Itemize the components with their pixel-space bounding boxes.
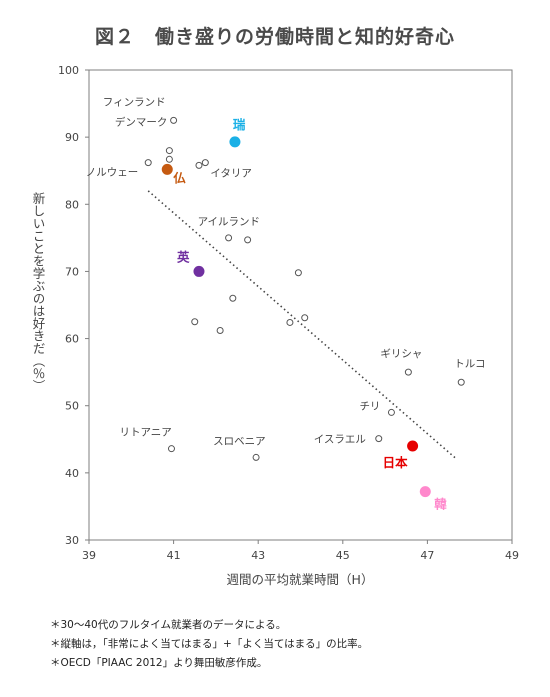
point-label: ノルウェー — [86, 167, 139, 179]
data-point — [244, 236, 252, 244]
y-tick-label: 90 — [65, 131, 79, 144]
x-tick-label: 39 — [82, 549, 96, 562]
data-point — [252, 453, 260, 461]
point-label: トルコ — [454, 358, 485, 370]
x-tick-label: 41 — [167, 549, 181, 562]
data-point — [457, 378, 465, 386]
data-point — [294, 269, 302, 277]
point-label: 日本 — [383, 455, 409, 470]
data-point — [387, 408, 395, 416]
data-point — [286, 318, 294, 326]
x-tick-label: 43 — [251, 549, 265, 562]
y-tick-label: 100 — [58, 64, 79, 77]
point-label: フィンランド — [103, 96, 166, 108]
data-point — [404, 368, 412, 376]
footnote: ＊30～40代のフルタイム就業者のデータによる。 — [50, 619, 287, 631]
point-label: 瑞 — [233, 117, 246, 132]
data-point — [191, 318, 199, 326]
data-point — [301, 314, 309, 322]
data-point — [201, 159, 209, 167]
point-label: イタリア — [210, 168, 252, 180]
point-label: 韓 — [434, 497, 447, 512]
y-tick-label: 50 — [65, 400, 79, 413]
plot-frame — [88, 69, 513, 541]
point-label: ギリシャ — [380, 348, 422, 360]
footnote: ＊OECD「PIAAC 2012」より舞田敏彦作成。 — [50, 657, 268, 669]
highlight-point — [229, 136, 241, 148]
point-label: スロベニア — [213, 435, 266, 447]
data-points — [144, 116, 465, 498]
data-point — [165, 155, 173, 163]
x-axis-label: 週間の平均就業時間（H） — [227, 572, 374, 587]
trendline-layer — [147, 190, 458, 461]
y-axis-label: 新しいことを学ぶのは好きだ（％） — [31, 191, 46, 392]
y-tick-label: 70 — [65, 265, 79, 278]
footnotes: ＊30～40代のフルタイム就業者のデータによる。 ＊縦軸は，「非常によく当てはま… — [50, 616, 368, 673]
chart-ticks: 39 41 43 45 47 49 30 40 50 60 70 80 90 100 — [58, 64, 519, 562]
highlight-point — [407, 440, 419, 452]
point-label: アイルランド — [198, 216, 260, 228]
highlight-point — [193, 265, 205, 277]
point-label: チリ — [359, 400, 380, 412]
y-tick-label: 60 — [65, 333, 79, 346]
highlight-point — [161, 163, 173, 175]
x-tick-label: 45 — [336, 549, 350, 562]
data-point — [144, 159, 152, 167]
data-point — [165, 147, 173, 155]
data-point — [195, 161, 203, 169]
footnote: ＊縦軸は，「非常によく当てはまる」+「よく当てはまる」の比率。 — [50, 638, 369, 650]
data-point — [375, 435, 383, 443]
data-point — [216, 327, 224, 335]
data-point — [229, 294, 237, 302]
y-tick-label: 80 — [65, 198, 79, 211]
highlight-point — [419, 486, 431, 498]
trendline — [147, 190, 458, 461]
point-label: イスラエル — [314, 434, 366, 446]
chart-axes — [88, 69, 513, 541]
data-point — [170, 116, 178, 124]
data-point — [225, 234, 233, 242]
y-tick-label: 40 — [65, 467, 79, 480]
data-point — [167, 445, 175, 453]
point-label: 英 — [177, 249, 190, 264]
point-label: 仏 — [173, 170, 186, 185]
x-tick-label: 49 — [505, 549, 519, 562]
point-label: デンマーク — [115, 116, 168, 129]
x-tick-label: 47 — [420, 549, 434, 562]
chart-title: 図２ 働き盛りの労働時間と知的好奇心 — [94, 26, 455, 48]
y-tick-label: 30 — [65, 534, 79, 547]
point-label: リトアニア — [119, 427, 171, 439]
